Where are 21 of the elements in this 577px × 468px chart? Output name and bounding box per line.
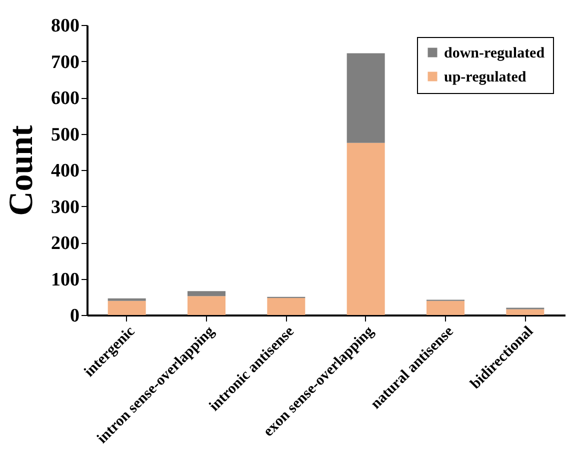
bar	[506, 309, 544, 315]
bar	[426, 300, 464, 315]
y-tick-label: 600	[51, 88, 80, 109]
y-tick-label: 100	[51, 269, 80, 290]
bar	[346, 142, 385, 315]
bar	[346, 53, 385, 143]
bar	[108, 298, 146, 301]
y-tick-label: 700	[51, 52, 80, 73]
bar	[267, 298, 306, 315]
y-tick-label: 200	[51, 233, 80, 254]
y-tick-label: 300	[51, 196, 80, 218]
bar	[188, 291, 226, 296]
y-tick-label: 500	[51, 124, 80, 146]
y-tick-label: 400	[51, 160, 80, 182]
legend-label: down-regulated	[444, 46, 546, 62]
legend-label: up-regulated	[444, 70, 527, 86]
bar	[188, 296, 226, 315]
y-tick-label: 0	[70, 306, 80, 326]
y-axis-title: Count	[3, 124, 40, 216]
y-tick-label: 800	[51, 16, 80, 36]
bar	[108, 300, 146, 315]
